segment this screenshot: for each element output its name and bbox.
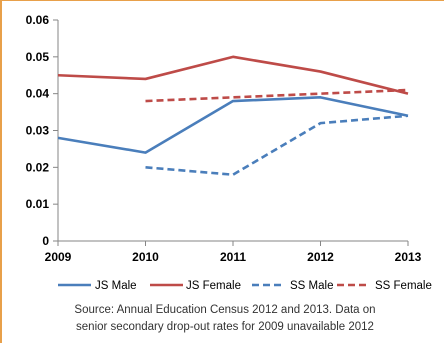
source-note-line-2: senior secondary drop-out rates for 2009…: [76, 321, 374, 333]
source-note-line-1: Source: Annual Education Census 2012 and…: [74, 304, 376, 316]
line-chart: 0 0.01 0.02 0.03 0.04 0.05 0.06 2009 2010 2011 201…: [26, 13, 432, 292]
x-tick-label: 2009: [45, 250, 72, 264]
left-border: [0, 0, 2, 343]
series-line-ss-male: [145, 114, 409, 176]
x-tick-label: 2011: [220, 250, 246, 264]
y-tick-label: 0.05: [26, 50, 50, 64]
legend-label: SS Male: [290, 280, 333, 292]
chart-ticks: 0 0.01 0.02 0.03 0.04 0.05 0.06 2009 2010 2011 201…: [26, 13, 422, 264]
x-tick-label: 2012: [307, 250, 334, 264]
legend-label: JS Female: [186, 280, 241, 292]
legend-label: JS Male: [95, 280, 137, 292]
y-tick-label: 0.06: [26, 13, 50, 27]
x-tick-label: 2013: [395, 250, 422, 264]
y-tick-label: 0: [42, 234, 49, 248]
chart-axes: [57, 20, 408, 242]
x-tick-label: 2010: [132, 250, 159, 264]
y-tick-label: 0.04: [26, 87, 50, 101]
chart-series: [57, 55, 409, 176]
series-line-js-female: [57, 55, 409, 95]
y-tick-label: 0.03: [26, 124, 50, 138]
series-line-js-male: [57, 96, 409, 154]
top-border: [0, 0, 444, 1]
legend-label: SS Female: [375, 280, 432, 292]
y-tick-label: 0.01: [26, 197, 50, 211]
source-note: Source: Annual Education Census 2012 and…: [10, 302, 440, 336]
y-tick-label: 0.02: [26, 160, 50, 174]
chart-legend: JS Male JS Female SS Male SS Female: [58, 280, 432, 292]
